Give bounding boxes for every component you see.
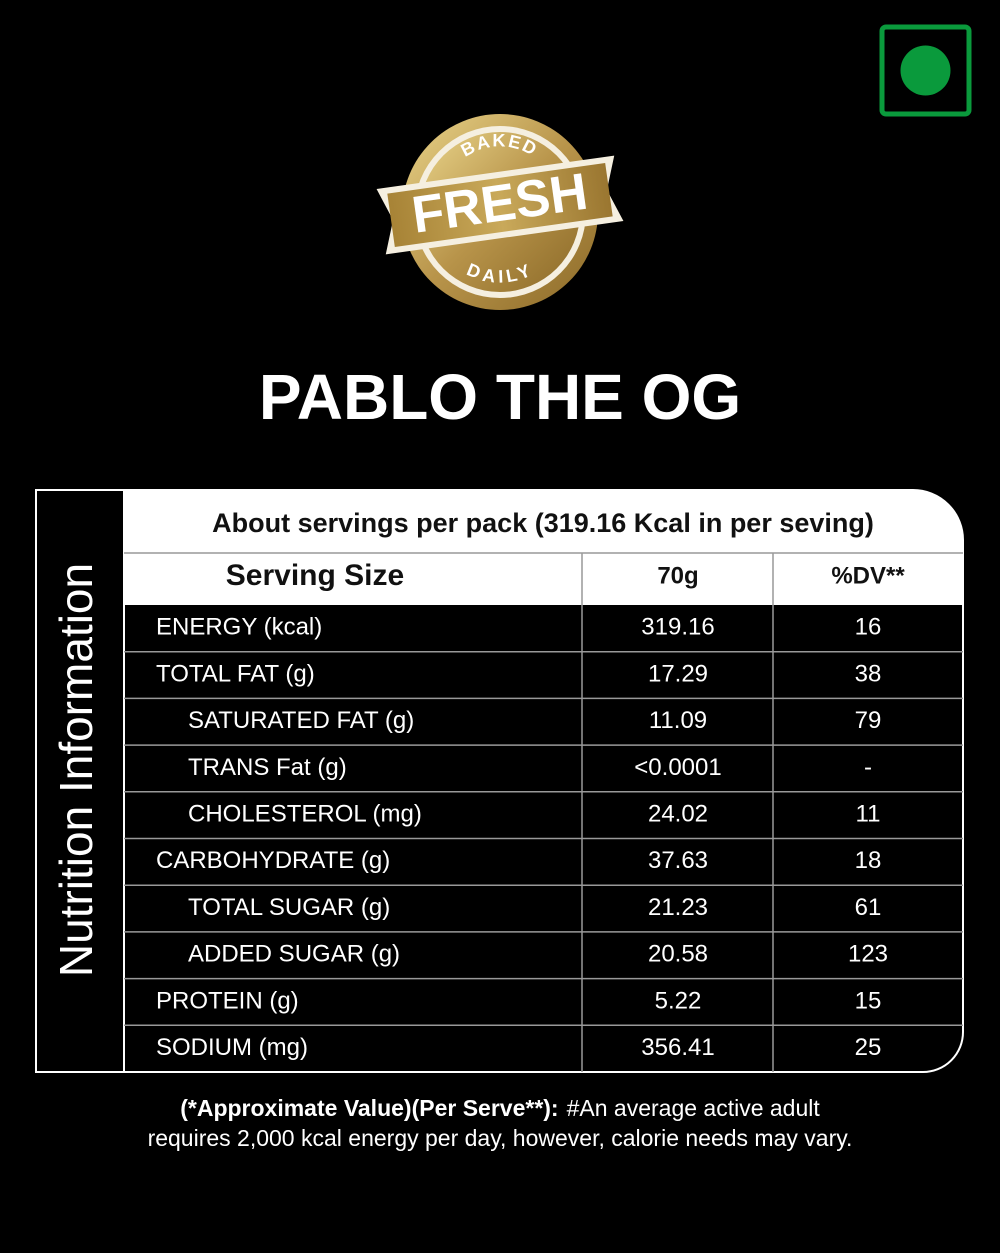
nutrient-name: CHOLESTEROL (mg): [188, 800, 422, 827]
nutrient-name: ENERGY (kcal): [156, 614, 322, 641]
veg-mark-dot: [900, 45, 951, 96]
veg-mark-border: [879, 24, 972, 117]
nutrient-dv: 15: [855, 987, 882, 1014]
nutrient-name: ADDED SUGAR (g): [188, 941, 400, 968]
table-header-bg: [124, 490, 963, 605]
nutrient-dv: 18: [855, 847, 882, 874]
nutrient-amount: 11.09: [649, 707, 707, 734]
footnote-bold: (*Approximate Value)(Per Serve**):: [180, 1095, 558, 1121]
footnote-line2: requires 2,000 kcal energy per day, howe…: [148, 1125, 853, 1151]
table-border: [35, 489, 964, 1073]
table-rows: ENERGY (kcal) 319.16 16 TOTAL FAT (g) 17.29 3…: [124, 614, 963, 1061]
nutrient-name: PROTEIN (g): [156, 987, 299, 1014]
nutrient-amount: 5.22: [655, 987, 702, 1014]
nutrient-name: TRANS Fat (g): [188, 754, 347, 781]
footnote-line1: #An average active adult: [567, 1095, 821, 1121]
nutrient-dv: 11: [856, 800, 881, 827]
nutrient-name: SODIUM (mg): [156, 1034, 308, 1061]
footnote: (*Approximate Value)(Per Serve**): #An av…: [180, 1095, 820, 1121]
nutrient-amount: 356.41: [641, 1034, 714, 1061]
nutrient-name: TOTAL FAT (g): [156, 660, 315, 687]
nutrient-name: SATURATED FAT (g): [188, 707, 414, 734]
nutrient-amount: 24.02: [648, 800, 708, 827]
nutrient-amount: 20.58: [648, 941, 708, 968]
nutrient-dv: -: [864, 754, 872, 781]
nutrient-dv: 38: [855, 660, 882, 687]
nutrient-amount: 21.23: [648, 894, 708, 921]
nutrient-amount: <0.0001: [634, 754, 721, 781]
column-header: Serving Size: [226, 559, 404, 592]
product-title: PABLO THE OG: [259, 361, 741, 433]
nutrient-amount: 319.16: [641, 614, 714, 641]
nutrient-name: TOTAL SUGAR (g): [188, 894, 390, 921]
nutrient-dv: 25: [855, 1034, 882, 1061]
nutrient-amount: 37.63: [648, 847, 708, 874]
nutrient-name: CARBOHYDRATE (g): [156, 847, 390, 874]
nutrient-dv: 79: [855, 707, 882, 734]
ribbon: [387, 162, 613, 248]
side-label: Nutrition Information: [50, 563, 102, 977]
nutrient-dv: 16: [855, 614, 882, 641]
servings-note: About servings per pack (319.16 Kcal in …: [212, 508, 874, 538]
nutrient-dv: 61: [855, 894, 882, 921]
column-header: %DV**: [831, 562, 905, 589]
nutrient-dv: 123: [848, 941, 888, 968]
nutrient-amount: 17.29: [648, 660, 708, 687]
column-header: 70g: [657, 562, 698, 589]
badge: BAKED DAILY FRESH: [376, 114, 624, 310]
